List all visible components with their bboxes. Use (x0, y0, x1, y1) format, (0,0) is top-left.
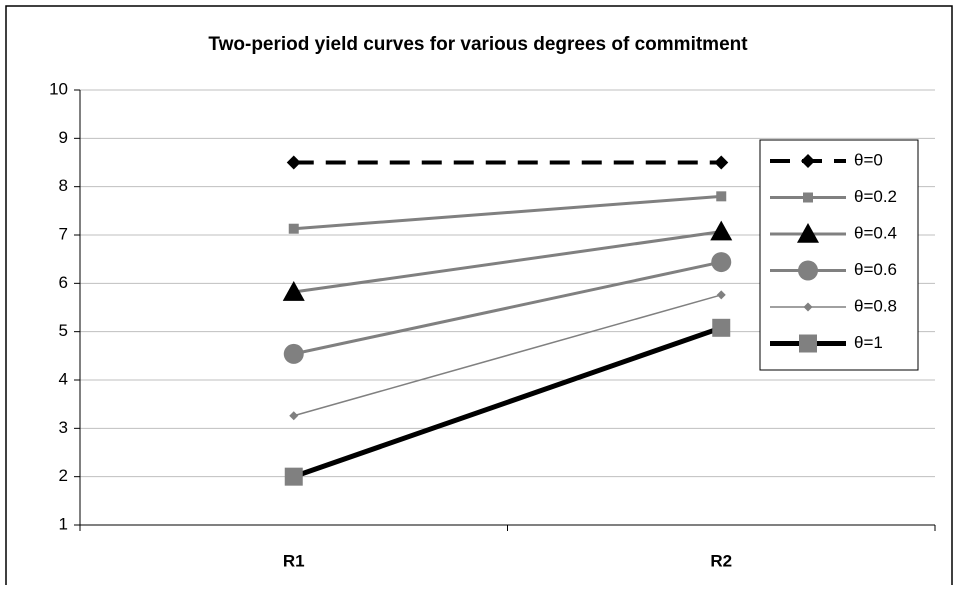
data-point (712, 318, 731, 337)
legend-label: θ=0.6 (854, 260, 897, 279)
series-line (293, 230, 722, 294)
legend-label: θ=0 (854, 150, 883, 169)
data-point (283, 343, 304, 364)
data-point (716, 191, 727, 202)
y-tick-label: 6 (59, 273, 68, 292)
y-tick-label: 8 (59, 176, 68, 195)
series-line (293, 194, 722, 231)
legend-marker (799, 334, 817, 353)
data-point (284, 467, 303, 486)
legend-marker (803, 192, 813, 203)
y-tick-label: 10 (49, 79, 68, 98)
data-point (710, 220, 733, 241)
y-tick-label: 7 (59, 224, 68, 243)
data-point (289, 411, 299, 421)
series-line (293, 294, 722, 417)
series-line (292, 325, 723, 480)
legend-marker (797, 223, 819, 243)
x-tick-label: R2 (710, 551, 732, 570)
y-tick-label: 5 (59, 321, 68, 340)
legend-marker (798, 260, 818, 281)
data-point (714, 155, 729, 170)
legend-label: θ=0.2 (854, 187, 897, 206)
data-point (288, 223, 299, 234)
chart-title: Two-period yield curves for various degr… (208, 34, 748, 55)
data-point (716, 290, 726, 300)
data-point (282, 281, 305, 301)
legend-marker (803, 302, 813, 312)
data-point (286, 155, 301, 170)
legend-label: θ=1 (854, 333, 883, 352)
data-point (711, 252, 732, 273)
legend-marker (801, 154, 815, 168)
series-line (293, 260, 722, 356)
y-tick-label: 9 (59, 128, 68, 147)
y-tick-label: 2 (59, 466, 68, 485)
legend-label: θ=0.8 (854, 296, 897, 315)
y-tick-label: 4 (59, 369, 68, 388)
legend-label: θ=0.4 (854, 223, 897, 242)
legend-box (759, 139, 919, 371)
x-tick-label: R1 (283, 551, 305, 570)
y-tick-label: 3 (59, 418, 68, 437)
y-tick-label: 1 (59, 514, 68, 533)
